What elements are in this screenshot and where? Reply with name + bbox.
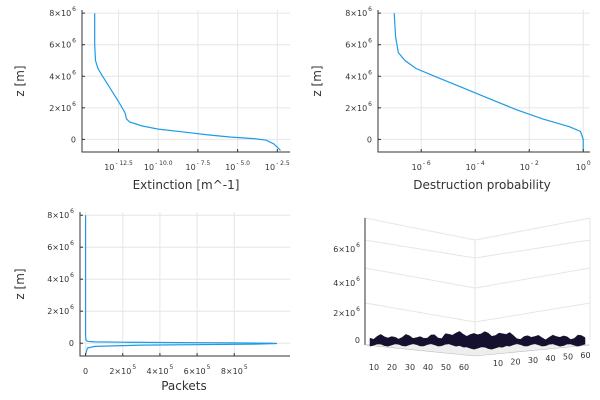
surface-mesh [369,331,586,350]
y-tick-label: 4×106 [47,272,74,284]
surface-y-tick-label: 40 [545,354,555,363]
x-tick-label: 10- 4 [466,160,485,172]
y-tick-label: 8×106 [47,208,74,220]
surface-x-tick-label: 50 [441,363,451,372]
destruction-y-axis-label: z [m] [310,65,324,96]
packets-axes-frame [79,212,290,357]
destruction-series-line [393,13,584,151]
surface-x-tick-label: 30 [405,363,415,372]
z-tick-label: 6×106 [333,242,360,254]
y-tick-label: 6×106 [345,38,372,50]
z-tick-label: 4×106 [333,276,360,288]
y-tick-label: 2×106 [345,101,372,113]
x-tick-label: 2×105 [109,364,136,376]
x-tick-label: 6×105 [184,364,211,376]
y-tick-label: 2×106 [47,304,74,316]
y-tick-label: 0 [71,135,76,144]
extinction-series-line [94,13,281,151]
surface-y-tick-label: 60 [580,351,590,360]
x-tick-label: 0 [83,367,88,376]
x-tick-label: 10- 2.5 [265,160,290,172]
packets-panel: 0 2×106 4×106 6×106 8×106 0 2×105 4×105 6×105 8×1… [13,208,290,393]
y-tick-label: 6×106 [47,240,74,252]
z-tick-label: 2×106 [333,306,360,318]
x-tick-label: 4×105 [147,364,174,376]
packets-y-axis-label: z [m] [13,268,27,299]
surface-y-tick-label: 10 [493,359,503,368]
y-tick-label: 8×106 [49,6,76,18]
extinction-x-axis-label: Extinction [m^-1] [133,178,240,192]
y-tick-label: 2×106 [49,101,76,113]
x-tick-label: 10- 10.0 [144,160,173,172]
y-tick-label: 4×106 [345,69,372,81]
surface-y-tick-label: 30 [528,356,538,365]
y-tick-label: 4×106 [49,69,76,81]
x-tick-label: 100 [576,160,591,172]
y-tick-label: 0 [367,135,372,144]
surface-y-tick-label: 20 [510,357,520,366]
y-tick-label: 8×106 [345,6,372,18]
y-tick-label: 6×106 [49,38,76,50]
packets-x-axis-label: Packets [161,379,207,393]
extinction-y-axis-label: z [m] [13,65,27,96]
y-tick-label: 0 [69,339,74,348]
x-tick-label: 10- 2 [520,160,539,172]
extinction-panel: 0 2×106 4×106 6×106 8×106 10- 12.5 10- 10.0 10-… [13,6,290,192]
surface-x-tick-label: 40 [423,363,433,372]
surface-panel: 0 2×106 4×106 6×106 10 20 30 40 50 60 10 20 30 40 50 60 [333,217,591,372]
x-tick-label: 10- 7.5 [186,160,211,172]
x-tick-label: 8×105 [221,364,248,376]
surface-x-tick-label: 10 [369,363,379,372]
destruction-axes-frame [377,10,590,153]
destruction-x-axis-label: Destruction probability [413,178,551,192]
x-tick-label: 10- 12.5 [104,160,133,172]
packets-series-line [84,215,278,355]
surface-x-tick-label: 60 [459,363,469,372]
surface-y-tick-label: 50 [563,353,573,362]
x-tick-label: 10- 6 [412,160,431,172]
extinction-axes-frame [81,10,290,153]
surface-x-tick-label: 20 [387,363,397,372]
z-tick-label: 0 [355,336,360,345]
x-tick-label: 10- 5.0 [225,160,250,172]
